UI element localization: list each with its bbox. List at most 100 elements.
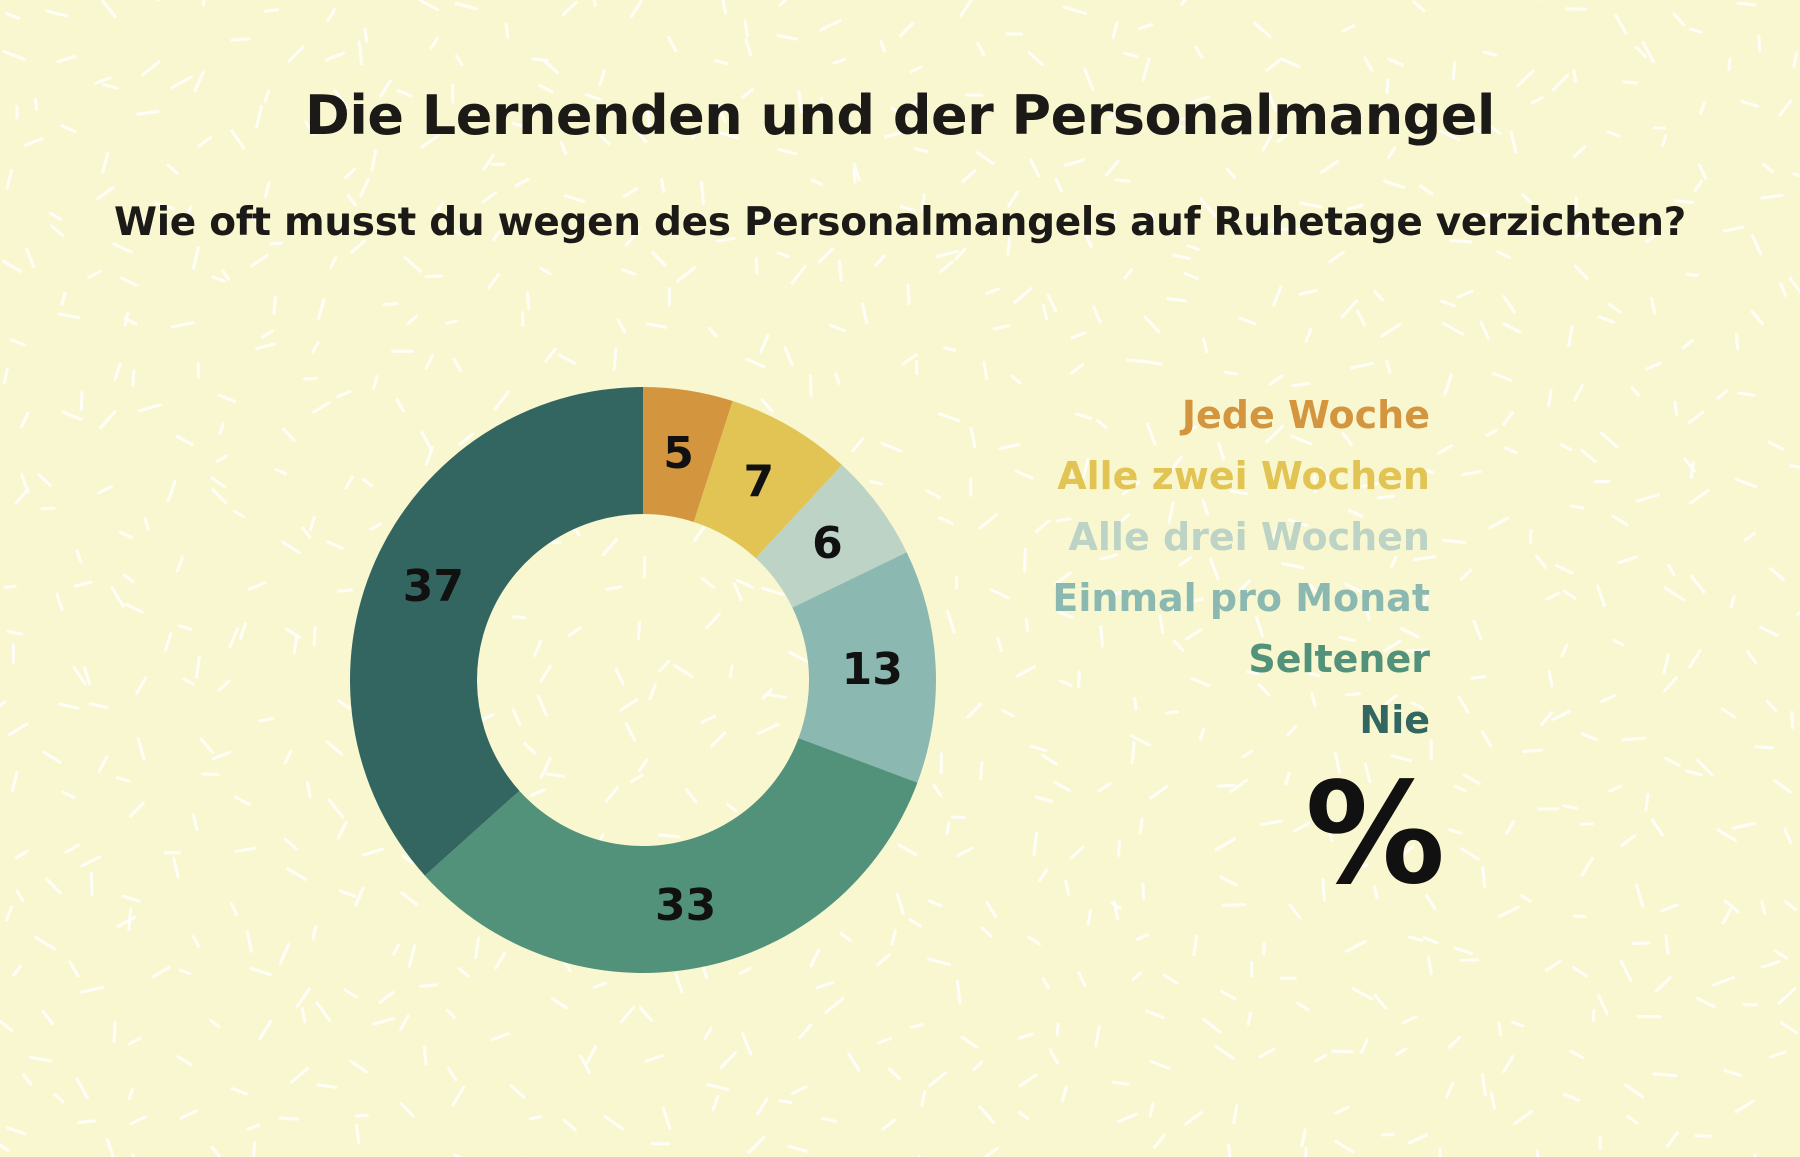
pattern-dash [1779,282,1788,297]
pattern-dash [1190,676,1210,687]
pattern-dash [458,432,475,446]
pattern-dash [1783,828,1793,844]
pattern-dash [420,430,432,449]
pattern-dash [705,612,721,630]
pattern-dash [908,918,922,928]
pattern-dash [217,679,231,692]
pattern-dash [1309,584,1320,597]
donut-hole [477,514,809,846]
pattern-dash [1751,234,1763,256]
pattern-dash [1131,971,1142,982]
pattern-dash [172,856,180,879]
pattern-dash [598,69,606,87]
pattern-dash [1509,130,1518,154]
pattern-dash [1419,467,1435,474]
pattern-dash [630,773,644,783]
pattern-dash [349,1059,369,1074]
pattern-dash [306,781,312,798]
pattern-dash [539,266,552,276]
pattern-dash [819,19,842,32]
pattern-dash [1567,324,1574,348]
pattern-dash [1792,172,1800,178]
pattern-dash [998,443,1021,450]
slice-value-label: 13 [842,644,903,695]
pattern-dash [567,626,582,638]
pattern-dash [451,1085,466,1107]
pattern-dash [1055,517,1072,523]
pattern-dash [474,936,480,960]
pattern-dash [1389,555,1398,568]
pattern-dash [1364,763,1372,784]
pattern-dash [1413,555,1436,562]
pattern-dash [1460,847,1480,861]
pattern-dash [646,322,667,329]
pattern-dash [748,214,772,220]
pattern-dash [741,1032,753,1056]
pattern-dash [1070,331,1087,340]
pattern-dash [1312,474,1317,494]
pattern-dash [1108,109,1120,120]
pattern-dash [6,629,23,636]
pattern-dash [658,660,671,673]
pattern-dash [1166,297,1187,303]
pattern-dash [1562,589,1577,600]
pattern-dash [1451,60,1457,80]
pattern-dash [969,426,977,449]
pattern-dash [1341,432,1353,447]
pattern-dash [1227,1143,1232,1157]
pattern-dash [1123,51,1139,59]
pattern-dash [454,2,478,11]
pattern-dash [493,390,510,411]
pattern-dash [1697,163,1708,180]
pattern-dash [1034,795,1053,803]
pattern-dash [136,737,146,761]
donut-slice-jede-woche [643,387,733,522]
pattern-dash [874,254,887,267]
pattern-dash [1083,68,1095,92]
pattern-dash [1562,804,1579,810]
pattern-dash [1619,213,1640,222]
pattern-dash [1138,22,1154,31]
pattern-dash [127,1037,142,1046]
pattern-dash [210,476,226,489]
pattern-dash [481,191,497,204]
pattern-dash [1513,1110,1533,1125]
pattern-dash [1175,124,1195,133]
pattern-dash [673,663,694,678]
pattern-dash [151,966,171,979]
pattern-dash [230,1086,248,1096]
pattern-dash [1344,582,1363,594]
pattern-dash [545,772,566,778]
pattern-dash [584,93,602,101]
pattern-dash [94,76,112,85]
pattern-dash [326,8,337,23]
slice-value-label: 5 [663,428,694,479]
pattern-dash [1201,337,1209,354]
pattern-dash [536,694,548,717]
pattern-dash [164,632,173,652]
pattern-dash [1334,1139,1355,1154]
pattern-dash [1624,1083,1645,1099]
pattern-dash [1387,57,1404,67]
pattern-dash [1070,362,1085,375]
pattern-dash [49,224,65,237]
pattern-dash [1350,361,1375,370]
pattern-dash [286,867,308,881]
pattern-dash [955,979,962,1005]
pattern-dash [354,886,365,908]
pattern-dash [201,0,206,7]
pattern-dash [935,249,960,259]
pattern-dash [1716,828,1737,842]
pattern-dash [1099,553,1119,561]
pattern-dash [1318,466,1330,481]
pattern-dash [1695,996,1716,1009]
pattern-dash [645,110,651,130]
pattern-dash [1405,648,1429,653]
pattern-dash [881,1118,896,1131]
pattern-dash [1654,976,1672,993]
pattern-dash [1572,914,1587,919]
pattern-dash [1641,41,1655,64]
pattern-dash [776,34,798,41]
pattern-dash [1010,374,1022,385]
pattern-dash [809,948,821,968]
